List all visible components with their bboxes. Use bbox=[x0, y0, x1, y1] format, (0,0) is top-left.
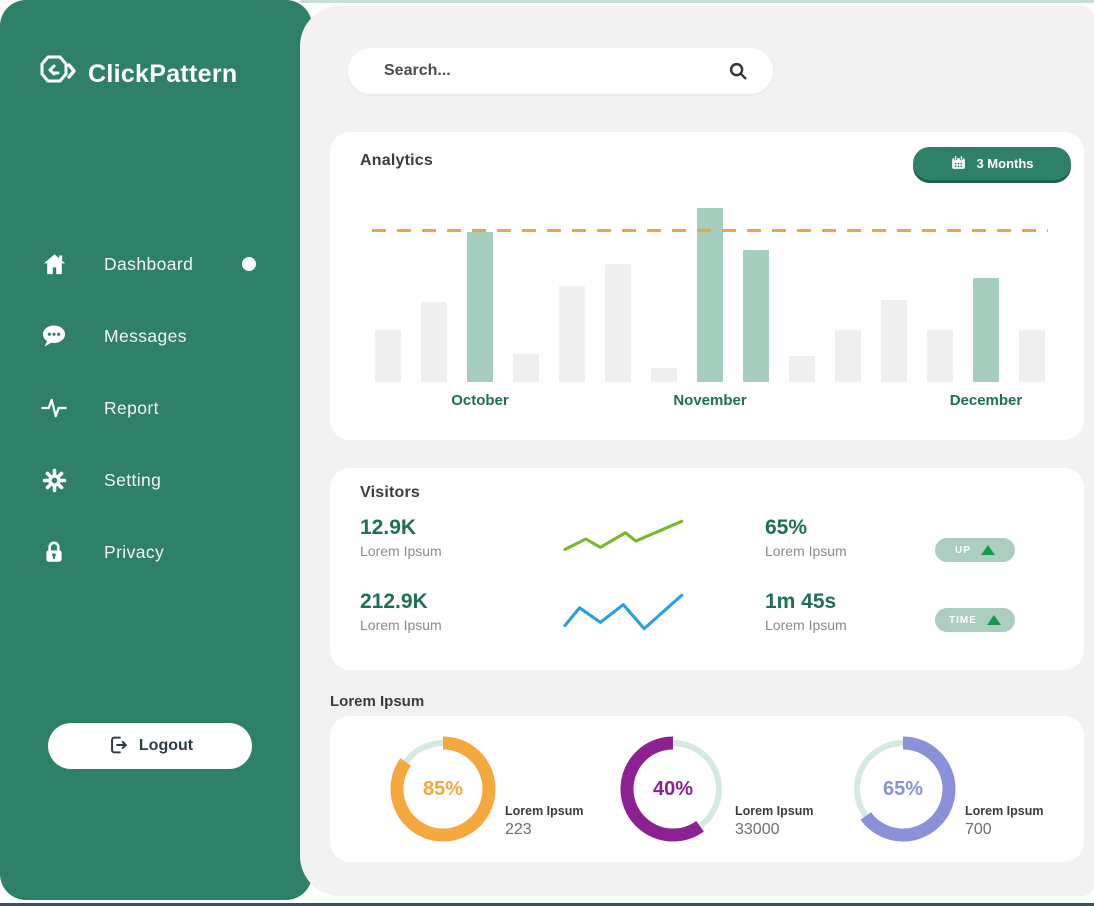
threshold-dashed-line bbox=[372, 229, 1048, 233]
stat-value: 65% bbox=[765, 516, 808, 539]
clickpattern-logo-icon bbox=[38, 55, 78, 94]
month-label-november: November bbox=[673, 392, 747, 409]
top-edge-strip bbox=[300, 0, 1094, 3]
donut-value: 33000 bbox=[735, 821, 780, 838]
badge-label: TIME bbox=[949, 614, 977, 626]
sparkline-green bbox=[563, 519, 684, 551]
range-label: 3 Months bbox=[976, 156, 1034, 171]
sidebar-nav: Dashboard Messages Report Setting Privacy bbox=[0, 228, 312, 588]
logout-button[interactable]: Logout bbox=[48, 723, 252, 769]
bar-7 bbox=[651, 368, 677, 382]
bar-4 bbox=[513, 354, 539, 382]
bar-2 bbox=[421, 301, 447, 382]
analytics-card: Analytics 3 Months bbox=[330, 132, 1084, 440]
donut-label: Lorem Ipsum bbox=[965, 804, 1044, 818]
bottom-section-title: Lorem Ipsum bbox=[330, 693, 425, 710]
visitors-card: Visitors 12.9K Lorem Ipsum 65% Lorem Ips… bbox=[330, 468, 1084, 670]
donut-stats-card: 85% Lorem Ipsum 223 40% Lorem Ipsum 33000 65% L… bbox=[330, 716, 1084, 862]
bar-1 bbox=[375, 329, 401, 382]
stat-label: Lorem Ipsum bbox=[765, 617, 847, 633]
donut-chart bbox=[850, 736, 956, 842]
search-icon[interactable] bbox=[727, 60, 749, 87]
donut-chart bbox=[390, 736, 496, 842]
search-input[interactable] bbox=[384, 48, 724, 94]
analytics-title: Analytics bbox=[360, 152, 433, 169]
main-panel: Analytics 3 Months bbox=[300, 6, 1094, 896]
bar-5 bbox=[559, 286, 585, 382]
sidebar-item-report[interactable]: Report bbox=[0, 372, 312, 444]
logo: ClickPattern bbox=[38, 55, 238, 94]
logout-icon bbox=[107, 734, 129, 759]
sidebar-item-label: Dashboard bbox=[104, 253, 194, 274]
donut-legend: Lorem Ipsum 33000 bbox=[735, 804, 814, 839]
search-bar bbox=[348, 48, 773, 94]
stat-total-visitors: 212.9K Lorem Ipsum bbox=[360, 590, 442, 633]
sidebar: ClickPattern Dashboard Messages Report Sett… bbox=[0, 0, 312, 900]
bar-11 bbox=[835, 329, 861, 382]
donut-legend: Lorem Ipsum 223 bbox=[505, 804, 584, 839]
sidebar-item-setting[interactable]: Setting bbox=[0, 444, 312, 516]
stat-label: Lorem Ipsum bbox=[360, 617, 442, 633]
sidebar-item-messages[interactable]: Messages bbox=[0, 300, 312, 372]
bar-6 bbox=[605, 263, 631, 382]
arrow-up-icon bbox=[980, 545, 995, 555]
bar-3 bbox=[467, 232, 493, 382]
stat-label: Lorem Ipsum bbox=[360, 543, 442, 559]
time-badge[interactable]: TIME bbox=[935, 608, 1015, 632]
badge-label: UP bbox=[955, 544, 971, 556]
bar-14 bbox=[973, 277, 999, 382]
stat-label: Lorem Ipsum bbox=[765, 543, 847, 559]
stat-value: 12.9K bbox=[360, 516, 417, 539]
gear-icon bbox=[40, 466, 68, 494]
analytics-bar-chart bbox=[372, 208, 1048, 382]
donut-percent: 65% bbox=[882, 777, 924, 800]
chat-icon bbox=[40, 322, 68, 350]
sidebar-item-label: Report bbox=[104, 397, 159, 418]
donut-group-1: 85% Lorem Ipsum 223 bbox=[388, 734, 618, 852]
donut-value: 700 bbox=[965, 821, 992, 838]
stat-visitors-count: 12.9K Lorem Ipsum bbox=[360, 516, 442, 559]
bar-10 bbox=[789, 355, 815, 382]
bar-12 bbox=[881, 300, 907, 382]
up-badge[interactable]: UP bbox=[935, 538, 1015, 562]
logout-label: Logout bbox=[138, 737, 194, 754]
stat-value: 212.9K bbox=[360, 590, 428, 613]
visitors-title: Visitors bbox=[360, 484, 420, 501]
bar-15 bbox=[1019, 329, 1045, 382]
month-label-december: December bbox=[949, 392, 1023, 409]
donut-group-3: 65% Lorem Ipsum 700 bbox=[848, 734, 1078, 852]
calendar-icon bbox=[950, 154, 967, 174]
sidebar-item-label: Messages bbox=[104, 325, 187, 346]
arrow-up-icon bbox=[986, 615, 1001, 625]
sidebar-item-label: Setting bbox=[104, 469, 162, 490]
donut-label: Lorem Ipsum bbox=[505, 804, 584, 818]
active-indicator-dot bbox=[242, 257, 256, 271]
sidebar-item-privacy[interactable]: Privacy bbox=[0, 516, 312, 588]
logo-text: ClickPattern bbox=[88, 60, 238, 88]
donut-chart bbox=[620, 736, 726, 842]
bar-8 bbox=[697, 208, 723, 382]
sidebar-item-dashboard[interactable]: Dashboard bbox=[0, 228, 312, 300]
bar-13 bbox=[927, 329, 953, 382]
stat-value: 1m 45s bbox=[765, 590, 837, 613]
activity-icon bbox=[40, 394, 68, 422]
sidebar-item-label: Privacy bbox=[104, 541, 165, 562]
stat-avg-time: 1m 45s Lorem Ipsum bbox=[765, 590, 847, 633]
donut-legend: Lorem Ipsum 700 bbox=[965, 804, 1044, 839]
stat-percent-up: 65% Lorem Ipsum bbox=[765, 516, 847, 559]
month-label-october: October bbox=[451, 392, 509, 409]
donut-label: Lorem Ipsum bbox=[735, 804, 814, 818]
bar-9 bbox=[743, 249, 769, 382]
donut-percent: 40% bbox=[652, 777, 694, 800]
range-selector-button[interactable]: 3 Months bbox=[913, 147, 1071, 180]
donut-percent: 85% bbox=[422, 777, 464, 800]
home-icon bbox=[40, 250, 68, 278]
lock-icon bbox=[40, 538, 68, 566]
sparkline-blue bbox=[563, 593, 684, 631]
month-axis-labels: October November December bbox=[375, 392, 1045, 412]
bottom-edge-line bbox=[0, 903, 1094, 906]
donut-group-2: 40% Lorem Ipsum 33000 bbox=[618, 734, 848, 852]
donut-value: 223 bbox=[505, 821, 532, 838]
